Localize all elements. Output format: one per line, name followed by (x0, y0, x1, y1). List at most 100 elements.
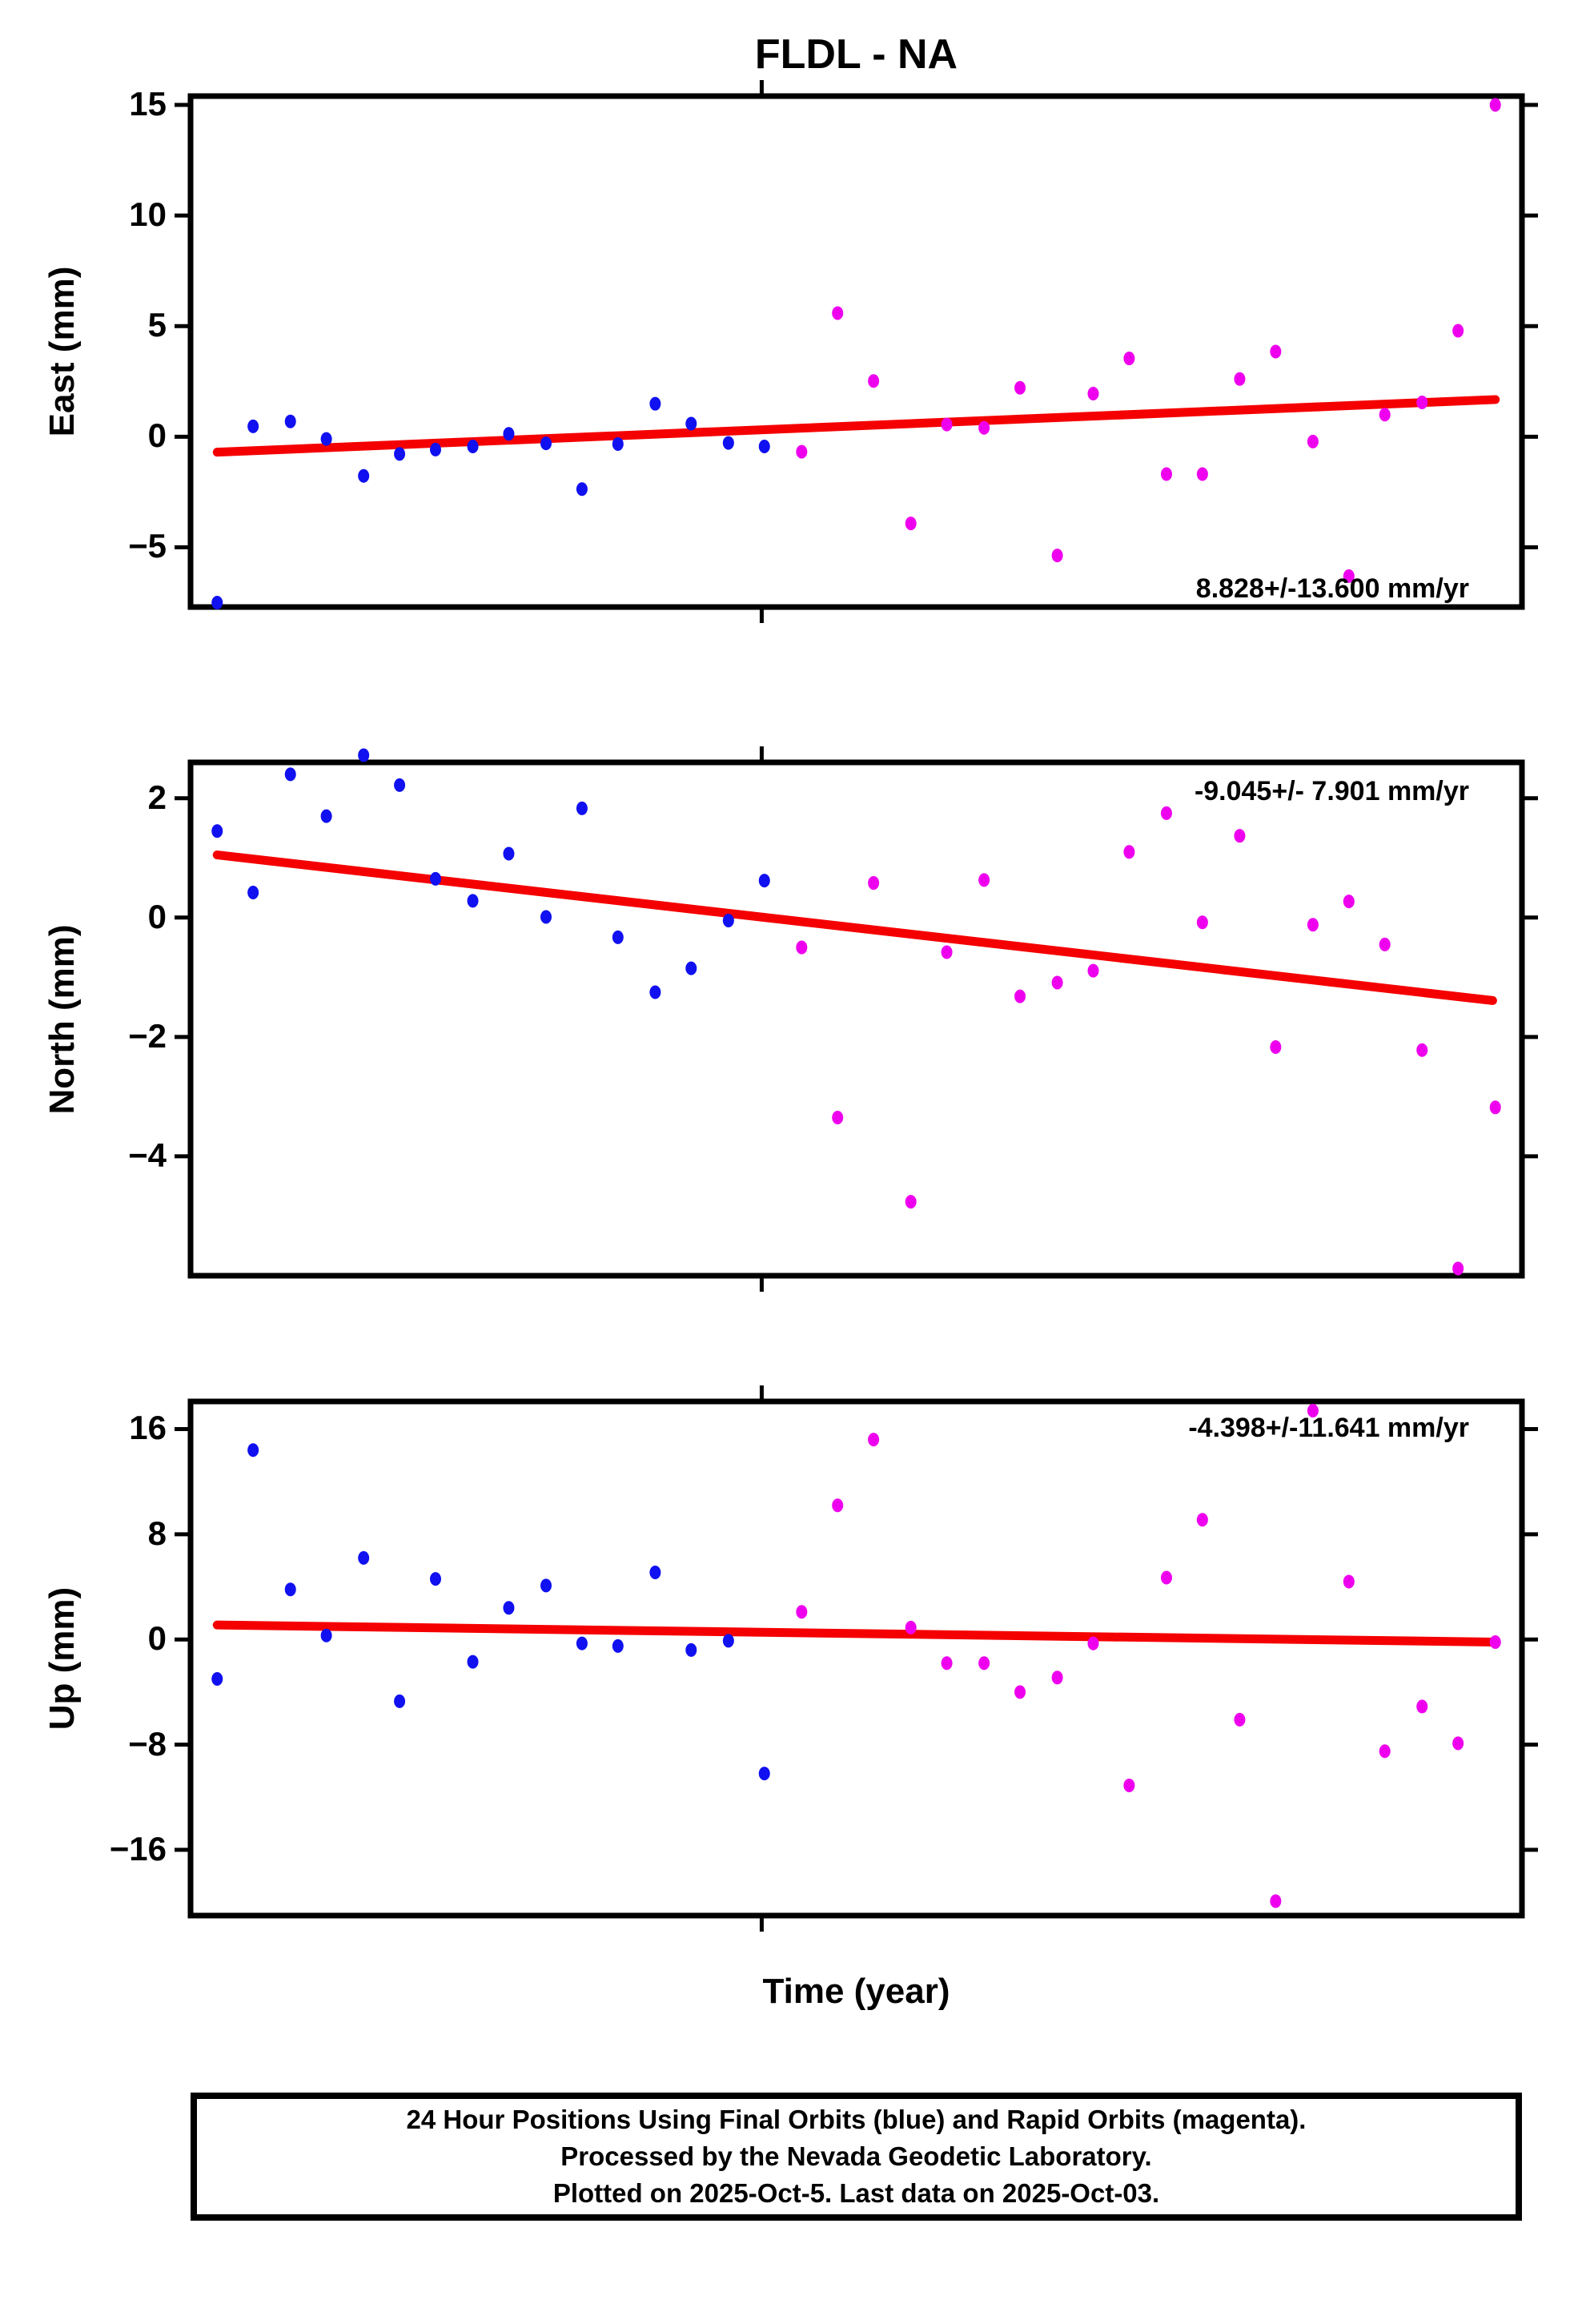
data-point-final (649, 985, 661, 999)
data-point-final (358, 748, 370, 762)
data-point-final (467, 439, 479, 453)
data-point-rapid (1123, 352, 1135, 366)
plot-frame-up (187, 1398, 1525, 1919)
data-point-rapid (1196, 915, 1208, 930)
y-axis-label-east: East (mm) (42, 266, 82, 437)
y-tick-label-up: 16 (129, 1409, 167, 1447)
data-point-final (576, 1636, 588, 1651)
data-point-final (649, 396, 661, 411)
y-tick-label-north: 0 (147, 897, 167, 935)
data-point-rapid (1014, 1685, 1026, 1699)
y-tick-label-east: 10 (129, 195, 167, 234)
trend-line-north (212, 850, 1497, 1005)
data-point-final (685, 961, 697, 975)
data-point-rapid (905, 517, 917, 531)
data-point-rapid (1014, 380, 1026, 395)
data-point-final (722, 436, 734, 450)
data-point-final (612, 1638, 624, 1653)
data-point-rapid (941, 417, 953, 432)
footer-line-1: 24 Hour Positions Using Final Orbits (bl… (406, 2105, 1307, 2134)
data-point-rapid (1123, 1778, 1135, 1792)
data-point-rapid (1379, 408, 1391, 422)
y-tick-label-up: −8 (128, 1724, 167, 1763)
data-point-rapid (1343, 569, 1355, 583)
data-point-final (429, 871, 441, 886)
data-point-final (758, 439, 770, 453)
data-point-rapid (1123, 845, 1135, 859)
data-point-final (394, 778, 406, 792)
data-point-rapid (1160, 1570, 1172, 1585)
data-point-rapid (796, 1605, 808, 1619)
data-point-rapid (1379, 937, 1391, 951)
y-tick-label-east: 15 (129, 85, 167, 123)
plot-frame-north (187, 759, 1525, 1279)
data-point-final (320, 432, 332, 446)
y-tick-label-up: −16 (109, 1830, 167, 1868)
data-point-rapid (1051, 1671, 1063, 1685)
y-tick-label-east: −5 (128, 527, 167, 565)
plot-frame-east (187, 93, 1525, 610)
data-point-rapid (905, 1195, 917, 1209)
data-point-final (211, 1671, 223, 1686)
data-point-rapid (1416, 1043, 1428, 1057)
trend-line-up (212, 1620, 1500, 1647)
data-point-final (211, 595, 223, 609)
data-point-final (247, 885, 259, 899)
data-point-final (284, 1582, 296, 1597)
data-point-final (320, 1628, 332, 1642)
x-axis-label: Time (year) (762, 1972, 950, 2011)
data-point-rapid (1307, 434, 1319, 448)
data-point-final (649, 1565, 661, 1579)
data-point-rapid (1160, 467, 1172, 481)
data-point-rapid (868, 374, 880, 388)
data-point-rapid (1051, 975, 1063, 990)
data-point-rapid (1452, 1736, 1464, 1751)
y-tick-label-east: 0 (147, 416, 167, 455)
data-point-final (284, 414, 296, 428)
data-point-rapid (796, 940, 808, 955)
data-point-final (429, 1572, 441, 1586)
data-point-rapid (868, 876, 880, 891)
data-point-final (576, 482, 588, 497)
data-point-rapid (1270, 1040, 1282, 1055)
data-point-rapid (1270, 1894, 1282, 1908)
data-point-final (358, 468, 370, 483)
data-point-rapid (1489, 98, 1501, 112)
data-point-final (685, 1642, 697, 1657)
data-point-final (758, 1767, 770, 1781)
data-point-rapid (978, 1656, 990, 1671)
data-point-rapid (1489, 1634, 1501, 1649)
data-point-rapid (1087, 386, 1099, 400)
footer-line-2: Processed by the Nevada Geodetic Laborat… (560, 2141, 1152, 2171)
rate-annotation-east: 8.828+/-13.600 mm/yr (1195, 573, 1469, 604)
y-tick-label-east: 5 (147, 306, 167, 344)
plot-title: FLDL - NA (754, 31, 958, 78)
data-point-final (503, 427, 515, 441)
data-point-final (540, 910, 552, 924)
data-point-final (722, 914, 734, 928)
data-point-rapid (1452, 324, 1464, 338)
data-point-rapid (1234, 1712, 1246, 1727)
data-point-rapid (1416, 396, 1428, 410)
data-point-final (394, 1694, 406, 1708)
y-tick-label-north: −4 (128, 1136, 167, 1175)
data-point-final (247, 1443, 259, 1458)
data-point-final (540, 436, 552, 451)
data-point-rapid (978, 420, 990, 435)
data-point-final (612, 930, 624, 944)
data-point-rapid (1343, 1574, 1355, 1589)
data-point-final (503, 1601, 515, 1615)
y-tick-label-north: 2 (147, 778, 167, 816)
y-tick-label-up: 0 (147, 1619, 167, 1658)
data-point-final (467, 1655, 479, 1669)
data-point-final (540, 1578, 552, 1593)
data-point-rapid (1270, 344, 1282, 359)
data-point-final (612, 436, 624, 451)
data-point-rapid (1160, 806, 1172, 820)
data-point-rapid (1343, 895, 1355, 909)
data-point-rapid (1051, 549, 1063, 563)
y-axis-label-up: Up (mm) (42, 1586, 82, 1731)
data-point-rapid (1416, 1699, 1428, 1714)
